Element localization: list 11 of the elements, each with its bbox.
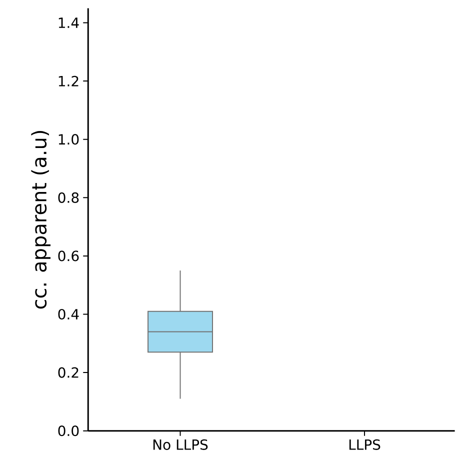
y-tick-label: 1.0 [59, 134, 79, 145]
y-tick-label: 0.6 [58, 250, 79, 262]
y-axis-title: cc. apparent (a.u) [31, 130, 51, 309]
y-tick-label: 0.8 [58, 192, 79, 203]
y-tick-label: 1.4 [59, 18, 80, 28]
y-tick-label: 0.4 [58, 308, 80, 320]
x-tick-label: No LLPS [154, 439, 208, 450]
y-tick-label: 0.0 [58, 426, 79, 436]
y-tick-label: 0.2 [58, 367, 78, 378]
y-tick-label: 1.2 [59, 76, 78, 86]
x-tick-label: LLPS [350, 439, 380, 450]
